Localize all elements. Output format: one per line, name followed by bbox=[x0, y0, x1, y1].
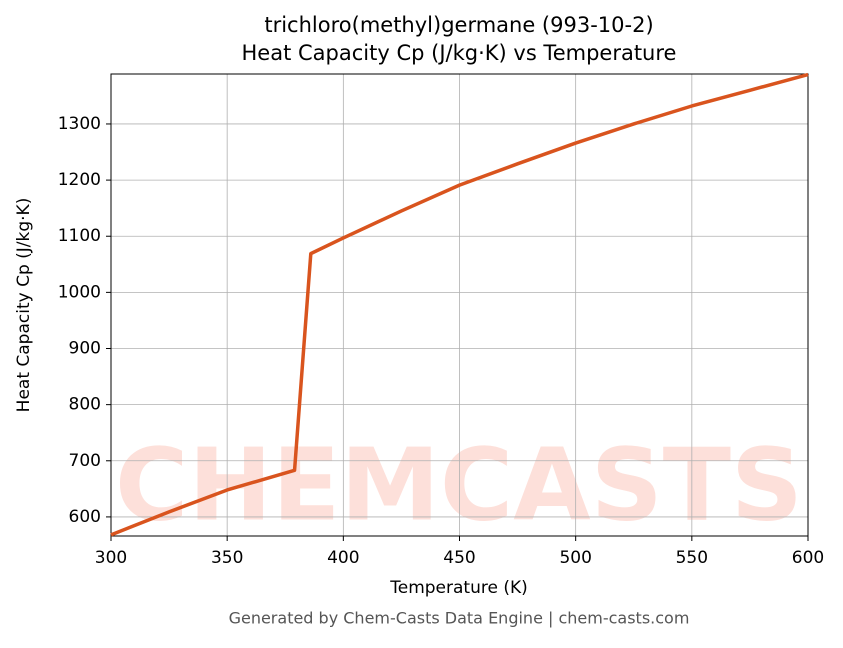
chart-subtitle: Heat Capacity Cp (J/kg·K) vs Temperature bbox=[242, 41, 677, 65]
data-line bbox=[110, 72, 809, 537]
chart-title: trichloro(methyl)germane (993-10-2) bbox=[264, 13, 653, 37]
footer: Generated by Chem-Casts Data Engine | ch… bbox=[229, 609, 690, 628]
y-tick-label: 600 bbox=[69, 507, 101, 527]
y-tick-label: 900 bbox=[69, 339, 101, 359]
x-axis-label: Temperature (K) bbox=[389, 578, 528, 598]
x-tick-label: 350 bbox=[211, 548, 243, 568]
x-tick-label: 550 bbox=[676, 548, 708, 568]
y-tick-label: 1000 bbox=[58, 282, 101, 302]
x-tick-label: 400 bbox=[327, 548, 359, 568]
y-tick-label: 700 bbox=[69, 451, 101, 471]
y-tick-label: 1100 bbox=[58, 226, 101, 246]
y-tick-label: 1200 bbox=[58, 170, 101, 190]
y-tick-label: 800 bbox=[69, 395, 101, 415]
x-tick-label: 600 bbox=[792, 548, 824, 568]
y-axis-label: Heat Capacity Cp (J/kg·K) bbox=[14, 198, 34, 413]
y-tick-label: 1300 bbox=[58, 114, 101, 134]
plot-frame bbox=[110, 73, 809, 537]
x-tick-label: 300 bbox=[95, 548, 127, 568]
x-tick-label: 450 bbox=[443, 548, 475, 568]
x-tick-label: 500 bbox=[559, 548, 591, 568]
watermark: CHEMCASTS bbox=[115, 426, 803, 543]
